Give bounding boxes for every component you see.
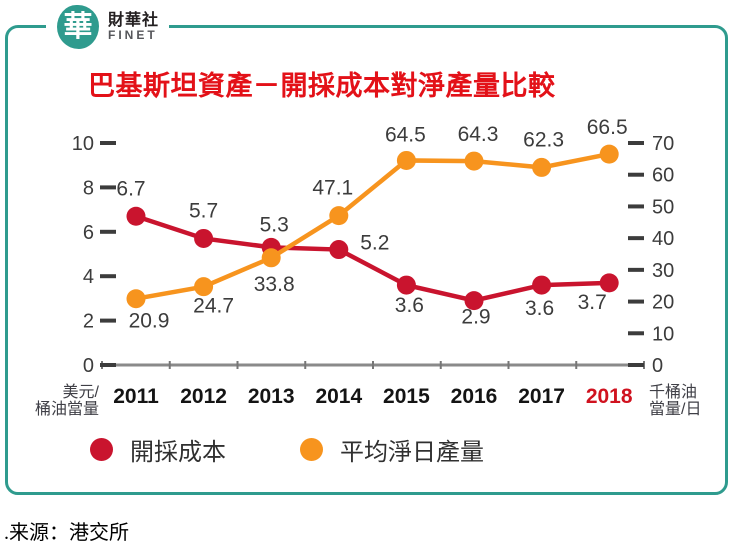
logo-name-en: FINET <box>108 28 158 43</box>
logo-name-zh: 財華社 <box>108 11 160 29</box>
legend-label-cost: 開採成本 <box>130 439 226 466</box>
finet-logo: 華 財華社 FINET <box>46 0 170 54</box>
legend-marker-production-icon <box>300 438 323 461</box>
legend-marker-cost-icon <box>90 438 113 461</box>
chart-title: 巴基斯坦資產－開採成本對淨產量比較 <box>88 71 556 101</box>
source-note: .来源：港交所 <box>4 522 129 544</box>
legend-label-production: 平均淨日產量 <box>340 439 484 466</box>
legend-item-production: 平均淨日產量 <box>300 432 484 467</box>
legend: 開採成本 平均淨日產量 <box>90 432 484 467</box>
finet-logo-icon: 華 <box>57 5 99 49</box>
legend-item-cost: 開採成本 <box>90 432 226 467</box>
finet-logo-text: 財華社 FINET <box>108 12 159 43</box>
finet-logo-glyph: 華 <box>63 10 93 43</box>
